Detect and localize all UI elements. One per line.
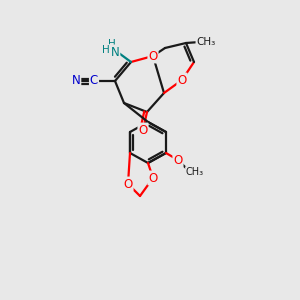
Text: H: H: [102, 45, 110, 55]
Text: C: C: [90, 74, 98, 88]
Text: H: H: [108, 39, 116, 49]
Text: O: O: [173, 154, 183, 166]
Text: N: N: [111, 46, 119, 59]
Text: O: O: [123, 178, 133, 190]
Text: O: O: [148, 172, 158, 184]
Text: N: N: [72, 74, 80, 88]
Text: O: O: [148, 50, 158, 62]
Text: CH₃: CH₃: [186, 167, 204, 177]
Text: O: O: [177, 74, 187, 86]
Text: O: O: [138, 124, 148, 136]
Text: CH₃: CH₃: [196, 37, 216, 47]
